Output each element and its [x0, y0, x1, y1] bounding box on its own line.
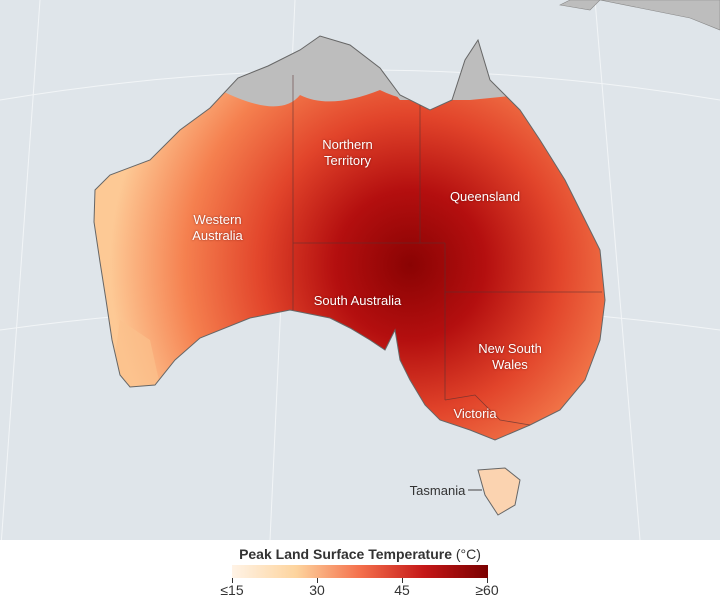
state-borders	[292, 75, 602, 426]
colorbar-tick	[317, 578, 318, 583]
australia-temperature-map	[0, 0, 720, 540]
colorbar-tick-label: ≤15	[220, 582, 244, 598]
colorbar-tick	[232, 578, 233, 583]
colorbar-tick-label: ≥60	[475, 582, 499, 598]
label-northern-territory: Northern Territory	[300, 137, 395, 169]
label-line: Australia	[192, 228, 243, 243]
colorbar-tick-label: 30	[309, 582, 325, 598]
tasmania-land	[477, 467, 521, 516]
label-line: Western	[193, 212, 242, 227]
papua-new-guinea	[559, 0, 720, 31]
label-line: Territory	[324, 153, 371, 168]
label-line: Northern	[322, 137, 373, 152]
label-queensland: Queensland	[449, 189, 521, 204]
colorbar	[232, 565, 488, 578]
legend-title: Peak Land Surface Temperature (°C)	[0, 546, 720, 562]
colorbar-tick	[487, 578, 488, 583]
label-western-australia: Western Australia	[170, 212, 265, 244]
label-line: New South	[478, 341, 542, 356]
label-tasmania: Tasmania	[409, 483, 466, 498]
label-south-australia: South Australia	[313, 293, 402, 308]
label-new-south-wales: New South Wales	[460, 341, 560, 373]
colorbar-tick	[402, 578, 403, 583]
label-line: Wales	[492, 357, 528, 372]
label-victoria: Victoria	[453, 406, 497, 421]
colorbar-tick-label: 45	[394, 582, 410, 598]
legend-unit: (°C)	[455, 546, 481, 562]
legend-title-text: Peak Land Surface Temperature	[239, 546, 452, 562]
